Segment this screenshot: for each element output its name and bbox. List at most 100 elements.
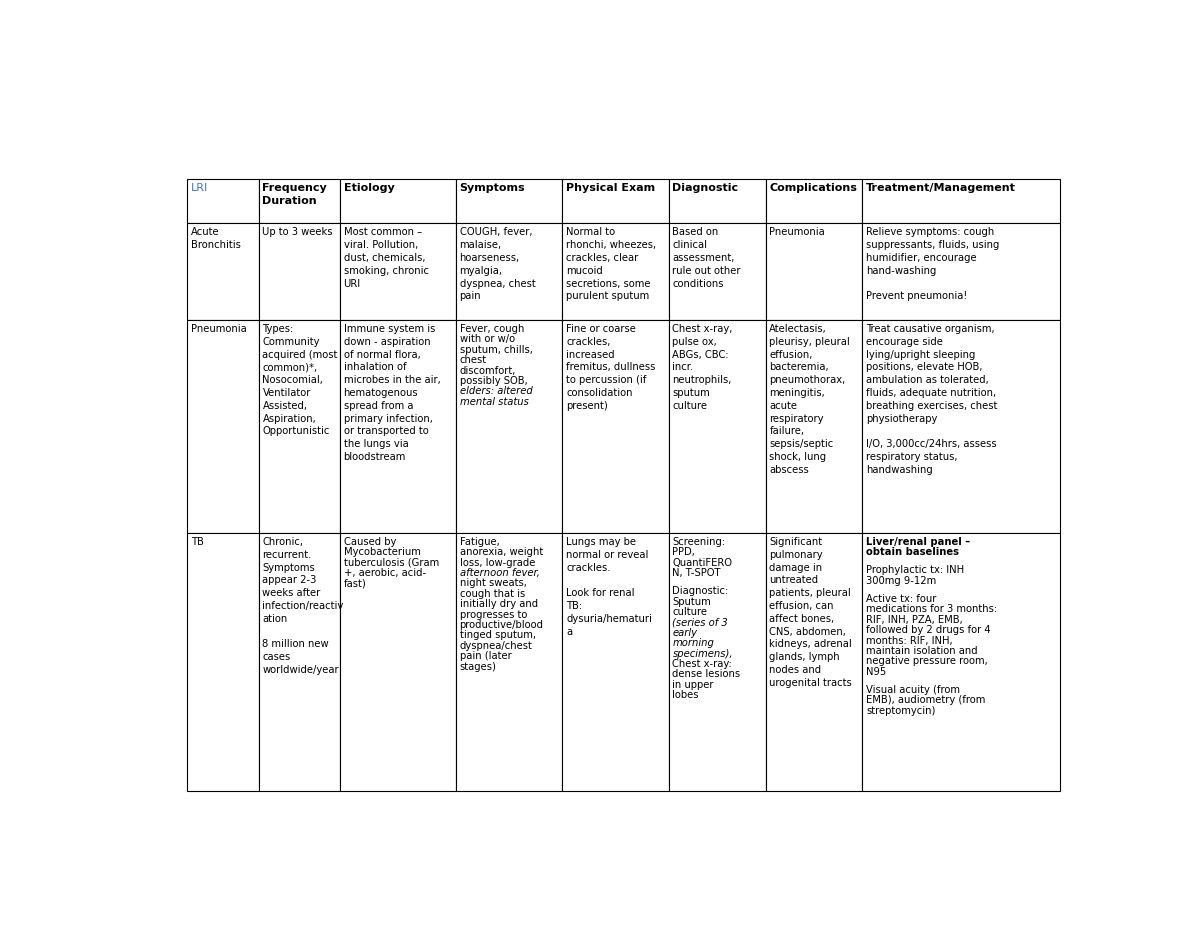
- Bar: [563, 223, 668, 320]
- Text: Significant
pulmonary
damage in
untreated
patients, pleural
effusion, can
affect: Significant pulmonary damage in untreate…: [769, 537, 852, 688]
- Text: N95: N95: [866, 667, 887, 677]
- Text: Fever, cough: Fever, cough: [460, 324, 524, 334]
- Text: afternoon fever,: afternoon fever,: [460, 568, 540, 578]
- Text: Chest x-ray,
pulse ox,
ABGs, CBC:
incr.
neutrophils,
sputum
culture: Chest x-ray, pulse ox, ABGs, CBC: incr. …: [672, 324, 733, 411]
- Text: Fatigue,: Fatigue,: [460, 537, 499, 547]
- Text: Mycobacterium: Mycobacterium: [343, 547, 420, 557]
- Bar: [668, 223, 766, 320]
- Text: Diagnostic: Diagnostic: [672, 184, 738, 194]
- Text: Normal to
rhonchi, wheezes,
crackles, clear
mucoid
secretions, some
purulent spu: Normal to rhonchi, wheezes, crackles, cl…: [566, 227, 656, 301]
- Text: progresses to: progresses to: [460, 610, 527, 619]
- Bar: [563, 533, 668, 791]
- Text: COUGH, fever,
malaise,
hoarseness,
myalgia,
dyspnea, chest
pain: COUGH, fever, malaise, hoarseness, myalg…: [460, 227, 535, 301]
- Text: possibly SOB,: possibly SOB,: [460, 376, 527, 386]
- Text: dyspnea/chest: dyspnea/chest: [460, 641, 533, 651]
- Text: mental status: mental status: [460, 397, 528, 407]
- Text: stages): stages): [460, 662, 497, 672]
- Text: Atelectasis,
pleurisy, pleural
effusion,
bacteremia,
pneumothorax,
meningitis,
a: Atelectasis, pleurisy, pleural effusion,…: [769, 324, 850, 475]
- Text: morning: morning: [672, 639, 714, 648]
- Text: loss, low-grade: loss, low-grade: [460, 558, 535, 567]
- Text: anorexia, weight: anorexia, weight: [460, 547, 542, 557]
- Bar: [456, 179, 563, 223]
- Text: obtain baselines: obtain baselines: [866, 547, 959, 557]
- Text: Pneumonia: Pneumonia: [191, 324, 247, 334]
- Text: cough that is: cough that is: [460, 589, 524, 599]
- Text: Up to 3 weeks: Up to 3 weeks: [263, 227, 332, 237]
- Bar: [259, 223, 340, 320]
- Text: Pneumonia: Pneumonia: [769, 227, 826, 237]
- Text: in upper: in upper: [672, 679, 714, 690]
- Bar: [766, 223, 863, 320]
- Text: N, T-SPOT: N, T-SPOT: [672, 568, 721, 578]
- Bar: [187, 179, 259, 223]
- Text: LRI: LRI: [191, 184, 208, 194]
- Bar: [187, 223, 259, 320]
- Text: dense lesions: dense lesions: [672, 669, 740, 679]
- Bar: [766, 533, 863, 791]
- Bar: [863, 320, 1060, 533]
- Text: +, aerobic, acid-: +, aerobic, acid-: [343, 568, 426, 578]
- Text: tuberculosis (Gram: tuberculosis (Gram: [343, 558, 439, 567]
- Text: fast): fast): [343, 578, 366, 589]
- Text: specimens),: specimens),: [672, 649, 733, 659]
- Text: maintain isolation and: maintain isolation and: [866, 646, 978, 656]
- Bar: [863, 223, 1060, 320]
- Text: Chronic,
recurrent.
Symptoms
appear 2-3
weeks after
infection/reactiv
ation

8 m: Chronic, recurrent. Symptoms appear 2-3 …: [263, 537, 343, 675]
- Text: initially dry and: initially dry and: [460, 599, 538, 609]
- Bar: [187, 533, 259, 791]
- Bar: [340, 179, 456, 223]
- Text: Chest x-ray:: Chest x-ray:: [672, 659, 732, 669]
- Bar: [668, 320, 766, 533]
- Bar: [340, 320, 456, 533]
- Text: TB: TB: [191, 537, 204, 547]
- Bar: [563, 179, 668, 223]
- Bar: [340, 533, 456, 791]
- Text: followed by 2 drugs for 4: followed by 2 drugs for 4: [866, 626, 991, 635]
- Text: Diagnostic:: Diagnostic:: [672, 586, 728, 596]
- Text: Prophylactic tx: INH: Prophylactic tx: INH: [866, 565, 965, 576]
- Text: Relieve symptoms: cough
suppressants, fluids, using
humidifier, encourage
hand-w: Relieve symptoms: cough suppressants, fl…: [866, 227, 1000, 301]
- Text: streptomycin): streptomycin): [866, 705, 936, 716]
- Text: Physical Exam: Physical Exam: [566, 184, 655, 194]
- Bar: [766, 320, 863, 533]
- Text: Most common –
viral. Pollution,
dust, chemicals,
smoking, chronic
URI: Most common – viral. Pollution, dust, ch…: [343, 227, 428, 288]
- Bar: [668, 533, 766, 791]
- Bar: [456, 320, 563, 533]
- Text: early: early: [672, 628, 697, 638]
- Text: months: RIF, INH,: months: RIF, INH,: [866, 636, 953, 646]
- Text: Active tx: four: Active tx: four: [866, 594, 936, 604]
- Bar: [863, 179, 1060, 223]
- Text: Immune system is
down - aspiration
of normal flora,
inhalation of
microbes in th: Immune system is down - aspiration of no…: [343, 324, 440, 462]
- Bar: [259, 179, 340, 223]
- Text: Visual acuity (from: Visual acuity (from: [866, 685, 960, 695]
- Text: EMB), audiometry (from: EMB), audiometry (from: [866, 695, 985, 705]
- Text: Caused by: Caused by: [343, 537, 396, 547]
- Text: productive/blood: productive/blood: [460, 620, 544, 630]
- Bar: [863, 533, 1060, 791]
- Bar: [456, 533, 563, 791]
- Bar: [456, 223, 563, 320]
- Text: pain (later: pain (later: [460, 652, 511, 661]
- Text: elders: altered: elders: altered: [460, 387, 533, 397]
- Text: RIF, INH, PZA, EMB,: RIF, INH, PZA, EMB,: [866, 615, 962, 625]
- Text: (series of 3: (series of 3: [672, 617, 728, 628]
- Text: QuantiFERO: QuantiFERO: [672, 558, 732, 567]
- Text: Sputum: Sputum: [672, 597, 712, 606]
- Bar: [766, 179, 863, 223]
- Bar: [563, 320, 668, 533]
- Text: negative pressure room,: negative pressure room,: [866, 656, 988, 667]
- Text: Based on
clinical
assessment,
rule out other
conditions: Based on clinical assessment, rule out o…: [672, 227, 740, 288]
- Text: Lungs may be
normal or reveal
crackles.

Look for renal
TB:
dysuria/hematuri
a: Lungs may be normal or reveal crackles. …: [566, 537, 652, 637]
- Text: discomfort,: discomfort,: [460, 365, 516, 375]
- Text: Liver/renal panel –: Liver/renal panel –: [866, 537, 971, 547]
- Text: sputum, chills,: sputum, chills,: [460, 345, 533, 355]
- Text: Treatment/Management: Treatment/Management: [866, 184, 1016, 194]
- Bar: [187, 320, 259, 533]
- Text: Etiology: Etiology: [343, 184, 395, 194]
- Text: lobes: lobes: [672, 691, 698, 700]
- Bar: [259, 320, 340, 533]
- Text: Complications: Complications: [769, 184, 857, 194]
- Text: Screening:: Screening:: [672, 537, 726, 547]
- Text: culture: culture: [672, 607, 708, 617]
- Text: 300mg 9-12m: 300mg 9-12m: [866, 576, 936, 586]
